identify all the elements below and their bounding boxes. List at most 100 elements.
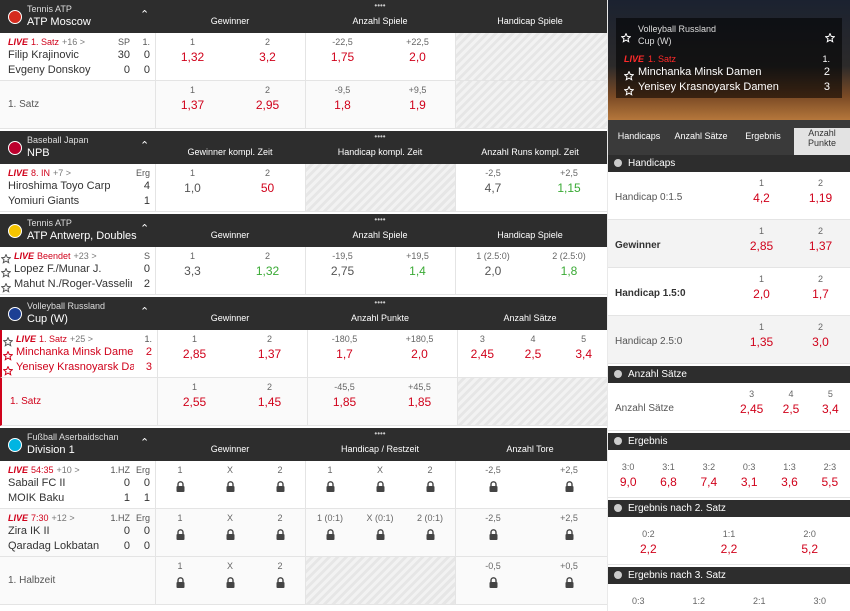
outcome-odd[interactable]: 3,2 bbox=[259, 50, 276, 64]
outcome-label: 2 bbox=[427, 465, 433, 475]
outcome-odd[interactable]: 5,5 bbox=[821, 475, 839, 489]
team-name: Qaradag Lokbatan bbox=[8, 540, 100, 552]
outcome-odd[interactable]: 3,5 bbox=[729, 609, 790, 611]
outcome-odd[interactable]: 50 bbox=[260, 181, 275, 195]
more-markets[interactable]: +16 > bbox=[62, 37, 86, 47]
collapse-toggle[interactable]: ⌃ bbox=[140, 9, 150, 21]
star-icon[interactable] bbox=[623, 83, 635, 96]
outcome-odd[interactable]: 1,15 bbox=[557, 181, 581, 195]
outcome-odd[interactable]: 1,9 bbox=[409, 98, 426, 112]
more-markets[interactable]: +10 > bbox=[56, 465, 80, 475]
collapse-toggle[interactable]: ⌃ bbox=[140, 437, 150, 449]
outcome-odd[interactable]: 4,2 bbox=[753, 191, 770, 205]
outcome-odd[interactable]: 1,4 bbox=[409, 264, 426, 278]
outcome-odd[interactable]: 2,5 bbox=[782, 402, 800, 416]
outcome-odd[interactable]: 1,37 bbox=[257, 347, 282, 361]
star-icon[interactable] bbox=[2, 363, 14, 376]
outcome-odd[interactable]: 9,2 bbox=[790, 609, 850, 611]
outcome-label: 1 bbox=[327, 465, 333, 475]
outcome-odd[interactable]: 2,45 bbox=[470, 347, 494, 361]
more-markets[interactable]: +12 > bbox=[51, 513, 75, 523]
market-row: Handicap 0:1.5 1 4,2 2 1,19 bbox=[608, 172, 850, 220]
outcome-odd[interactable]: 3,4 bbox=[575, 347, 592, 361]
page-dots: •••• bbox=[374, 298, 386, 307]
outcome-odd[interactable]: 1,7 bbox=[812, 287, 829, 301]
star-icon[interactable] bbox=[824, 30, 836, 43]
outcome-odd[interactable]: 2,55 bbox=[182, 395, 207, 409]
outcome-odd[interactable]: 3,3 bbox=[184, 264, 201, 278]
column-divider bbox=[455, 33, 456, 81]
outcome-odd[interactable]: 2,0 bbox=[411, 347, 428, 361]
star-icon[interactable] bbox=[0, 280, 12, 293]
tab[interactable]: Handicaps bbox=[617, 131, 661, 141]
outcome-odd[interactable]: 2,0 bbox=[484, 264, 502, 278]
outcome-label: 2 bbox=[266, 382, 272, 392]
outcome-odd[interactable]: 1,8 bbox=[334, 98, 351, 112]
outcome-odd[interactable]: 1,37 bbox=[808, 239, 833, 253]
outcome-label: 1 (2.5:0) bbox=[476, 251, 510, 261]
outcome-label: -180,5 bbox=[331, 334, 358, 344]
outcome-odd[interactable]: 3,6 bbox=[781, 475, 798, 489]
star-icon[interactable] bbox=[623, 68, 635, 81]
outcome-odd[interactable]: 1,37 bbox=[180, 98, 205, 112]
column-divider bbox=[305, 557, 306, 605]
outcome-odd[interactable]: 9,0 bbox=[619, 475, 637, 489]
team-name: Filip Krajinovic bbox=[8, 49, 79, 61]
collapse-toggle[interactable]: ⌃ bbox=[140, 306, 150, 318]
collapse-toggle[interactable]: ⌃ bbox=[140, 223, 150, 235]
outcome-odd[interactable]: 2,85 bbox=[749, 239, 774, 253]
star-icon[interactable] bbox=[2, 334, 14, 347]
outcome-odd[interactable]: 1,0 bbox=[184, 181, 201, 195]
outcome-odd[interactable]: 1,7 bbox=[336, 347, 353, 361]
tab[interactable]: Anzahl Punkte bbox=[794, 128, 850, 155]
star-icon[interactable] bbox=[0, 251, 12, 264]
market-row: Handicap 2.5:0 1 1,35 2 3,0 bbox=[608, 316, 850, 364]
star-icon[interactable] bbox=[620, 30, 632, 43]
outcome-odd[interactable]: 2,95 bbox=[255, 98, 280, 112]
outcome-odd[interactable]: 1,32 bbox=[180, 50, 205, 64]
event-row: LIVE 54:35 +10 > 1.HZ Erg Sabail FC II 0 0 MOIK … bbox=[0, 461, 607, 509]
outcome-odd[interactable]: 6,8 bbox=[660, 475, 677, 489]
more-markets[interactable]: +7 > bbox=[53, 168, 72, 178]
outcome-odd[interactable]: 3,0 bbox=[812, 335, 829, 349]
sport-name: Baseball Japan bbox=[27, 135, 89, 145]
outcome-odd[interactable]: 3,1 bbox=[740, 475, 758, 489]
outcome-odd[interactable]: 1,35 bbox=[749, 335, 774, 349]
star-icon[interactable] bbox=[0, 265, 12, 278]
outcome-odd[interactable]: 2,2 bbox=[720, 542, 738, 556]
outcome-odd[interactable]: 2,45 bbox=[739, 402, 764, 416]
outcome-odd[interactable]: 3,4 bbox=[821, 402, 839, 416]
outcome-label: 2 bbox=[817, 226, 823, 236]
outcome-odd[interactable]: 2,85 bbox=[182, 347, 207, 361]
outcome-odd[interactable]: 1,45 bbox=[257, 395, 282, 409]
empty-market bbox=[306, 557, 455, 604]
outcome-odd[interactable]: 1,75 bbox=[330, 50, 355, 64]
outcome-odd[interactable]: 1,19 bbox=[808, 191, 833, 205]
star-icon[interactable] bbox=[2, 348, 14, 361]
outcome-odd[interactable]: 2,5 bbox=[669, 609, 730, 611]
more-markets[interactable]: +25 > bbox=[70, 334, 94, 344]
outcome-odd[interactable]: 1,8 bbox=[560, 264, 578, 278]
market-label: Gewinner bbox=[615, 240, 661, 251]
outcome-odd[interactable]: 2,5 bbox=[524, 347, 542, 361]
tab[interactable]: Anzahl Sätze bbox=[674, 131, 728, 141]
outcome-odd[interactable]: 5,2 bbox=[801, 542, 818, 556]
outcome-odd[interactable]: 2,0 bbox=[409, 50, 426, 64]
outcome-label: 1 bbox=[177, 561, 183, 571]
outcome-odd[interactable]: 3,1 bbox=[608, 609, 669, 611]
collapse-toggle[interactable]: ⌃ bbox=[140, 140, 150, 152]
outcome-odd[interactable]: 2,0 bbox=[753, 287, 770, 301]
outcome-odd[interactable]: 7,4 bbox=[700, 475, 718, 489]
outcome-odd[interactable]: 4,7 bbox=[484, 181, 502, 195]
outcome-odd[interactable]: 1,85 bbox=[407, 395, 432, 409]
team-score: 2 bbox=[823, 66, 830, 78]
tab[interactable]: Ergebnis bbox=[745, 131, 781, 141]
period-label: 1. Satz bbox=[8, 99, 40, 110]
outcome-odd[interactable]: 2,2 bbox=[639, 542, 657, 556]
column-divider bbox=[455, 557, 456, 605]
more-markets[interactable]: +23 > bbox=[73, 251, 97, 261]
outcome-odd[interactable]: 2,75 bbox=[330, 264, 355, 278]
outcome-odd[interactable]: 1,32 bbox=[255, 264, 280, 278]
event-row: LIVE 7:30 +12 > 1.HZ Erg Zira IK II 0 0 Qaradag … bbox=[0, 509, 607, 557]
outcome-odd[interactable]: 1,85 bbox=[332, 395, 357, 409]
